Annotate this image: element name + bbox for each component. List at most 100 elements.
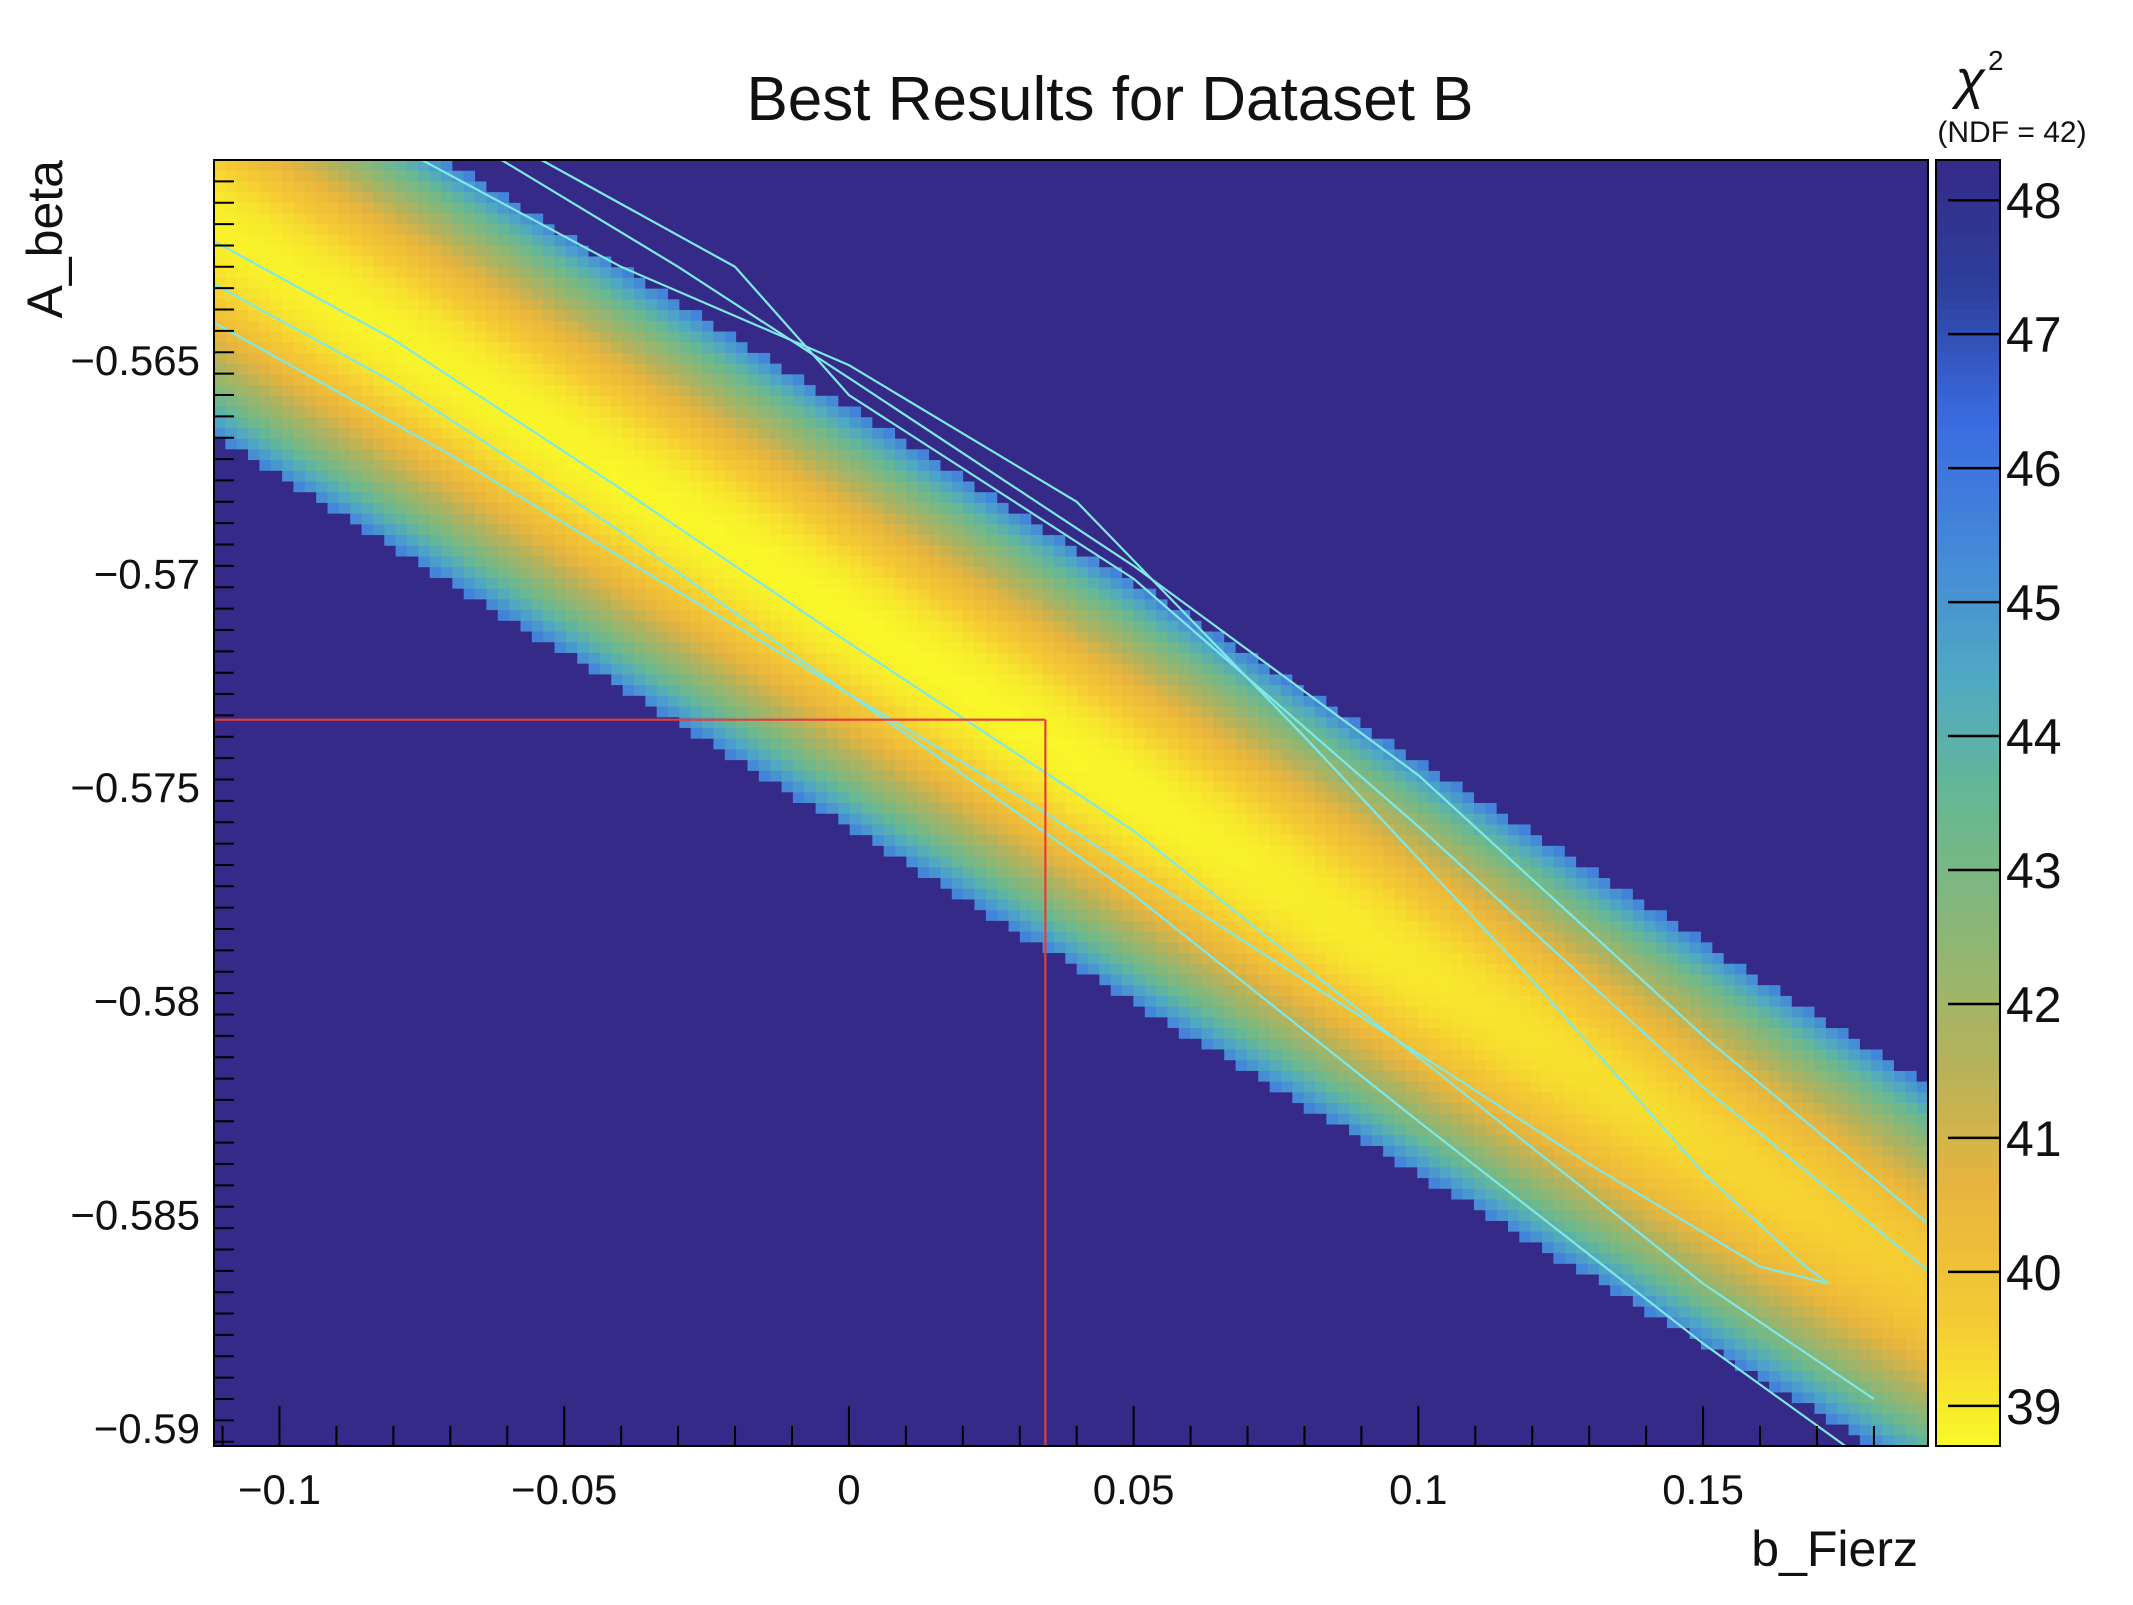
heatmap-cell	[531, 535, 544, 547]
heatmap-cell	[429, 845, 442, 858]
heatmap-cell	[599, 1317, 612, 1329]
heatmap-cell	[622, 878, 635, 890]
heatmap-cell	[668, 749, 680, 761]
heatmap-cell	[406, 760, 419, 772]
heatmap-cell	[520, 1306, 533, 1318]
heatmap-cell	[225, 567, 238, 579]
heatmap-cell	[350, 1156, 363, 1168]
heatmap-cell	[633, 331, 646, 343]
heatmap-cell	[225, 1081, 238, 1093]
heatmap-cell	[656, 706, 669, 718]
heatmap-cell	[531, 695, 544, 708]
heatmap-cell	[588, 406, 601, 418]
heatmap-cell	[384, 1081, 397, 1093]
heatmap-cell	[599, 170, 612, 183]
heatmap-cell	[452, 1017, 465, 1029]
heatmap-cell	[293, 202, 306, 215]
heatmap-cell	[293, 438, 306, 450]
heatmap-cell	[225, 1242, 238, 1254]
heatmap-cell	[316, 235, 329, 247]
heatmap-cell	[531, 674, 544, 686]
heatmap-cell	[293, 267, 306, 279]
heatmap-cell	[679, 631, 692, 643]
heatmap-cell	[395, 910, 408, 922]
heatmap-cell	[441, 920, 453, 933]
heatmap-cell	[588, 1081, 601, 1093]
heatmap-cell	[588, 1103, 601, 1115]
heatmap-cell	[668, 588, 680, 600]
heatmap-cell	[327, 481, 340, 493]
heatmap-cell	[304, 1295, 317, 1308]
heatmap-cell	[429, 824, 442, 836]
heatmap-cell	[327, 1081, 340, 1093]
heatmap-cell	[452, 1381, 465, 1394]
heatmap-cell	[406, 1338, 419, 1351]
heatmap-cell	[384, 1070, 397, 1083]
heatmap-cell	[418, 406, 431, 418]
heatmap-cell	[327, 1413, 340, 1426]
heatmap-cell	[577, 835, 590, 847]
heatmap-cell	[565, 1403, 578, 1415]
heatmap-cell	[622, 299, 635, 311]
heatmap-cell	[338, 1381, 351, 1394]
heatmap-cell	[236, 1156, 249, 1168]
heatmap-cell	[497, 1049, 510, 1061]
heatmap-cell	[259, 1435, 272, 1447]
heatmap-cell	[475, 1081, 488, 1093]
heatmap-cell	[599, 577, 612, 590]
heatmap-cell	[633, 1285, 646, 1297]
heatmap-cell	[327, 856, 340, 868]
heatmap-cell	[406, 824, 419, 836]
heatmap-cell	[395, 267, 408, 279]
heatmap-cell	[282, 792, 295, 804]
heatmap-cell	[452, 1274, 465, 1286]
heatmap-cell	[236, 878, 249, 890]
heatmap-cell	[270, 288, 283, 300]
heatmap-cell	[599, 1360, 612, 1372]
heatmap-cell	[520, 1028, 533, 1040]
heatmap-cell	[463, 695, 476, 708]
heatmap-cell	[531, 717, 544, 729]
heatmap-cell	[543, 1028, 556, 1040]
heatmap-cell	[395, 995, 408, 1008]
heatmap-cell	[475, 695, 488, 708]
heatmap-cell	[248, 310, 260, 322]
heatmap-cell	[554, 342, 567, 354]
heatmap-cell	[304, 1210, 317, 1222]
heatmap-cell	[248, 1381, 260, 1394]
heatmap-cell	[372, 449, 385, 461]
heatmap-cell	[372, 577, 385, 590]
heatmap-cell	[406, 738, 419, 751]
heatmap-cell	[531, 1370, 544, 1383]
heatmap-cell	[350, 1253, 363, 1265]
heatmap-cell	[270, 674, 283, 686]
heatmap-cell	[338, 1113, 351, 1126]
heatmap-cell	[316, 792, 329, 804]
heatmap-cell	[338, 910, 351, 922]
heatmap-cell	[656, 1403, 669, 1415]
heatmap-cell	[588, 685, 601, 697]
heatmap-cell	[350, 813, 363, 826]
heatmap-cell	[679, 803, 692, 815]
heatmap-cell	[270, 1124, 283, 1136]
heatmap-cell	[248, 1263, 260, 1276]
heatmap-cell	[633, 985, 646, 997]
heatmap-cell	[645, 170, 658, 183]
heatmap-cell	[656, 213, 669, 225]
heatmap-cell	[622, 588, 635, 600]
plot-area: −0.1 −0.05 0 0.05 0.1 0.15−0.565−0.57−0.575−0…	[70, 159, 1929, 1513]
heatmap-cell	[248, 931, 260, 943]
heatmap-cell	[645, 1167, 658, 1179]
heatmap-cell	[497, 985, 510, 997]
heatmap-cell	[486, 363, 499, 375]
heatmap-cell	[248, 1199, 260, 1211]
heatmap-cell	[668, 331, 680, 343]
heatmap-cell	[520, 706, 533, 718]
heatmap-cell	[372, 588, 385, 600]
heatmap-cell	[554, 888, 567, 901]
heatmap-cell	[452, 803, 465, 815]
heatmap-cell	[656, 910, 669, 922]
heatmap-cell	[418, 1413, 431, 1426]
heatmap-cell	[679, 320, 692, 333]
heatmap-cell	[611, 1028, 624, 1040]
